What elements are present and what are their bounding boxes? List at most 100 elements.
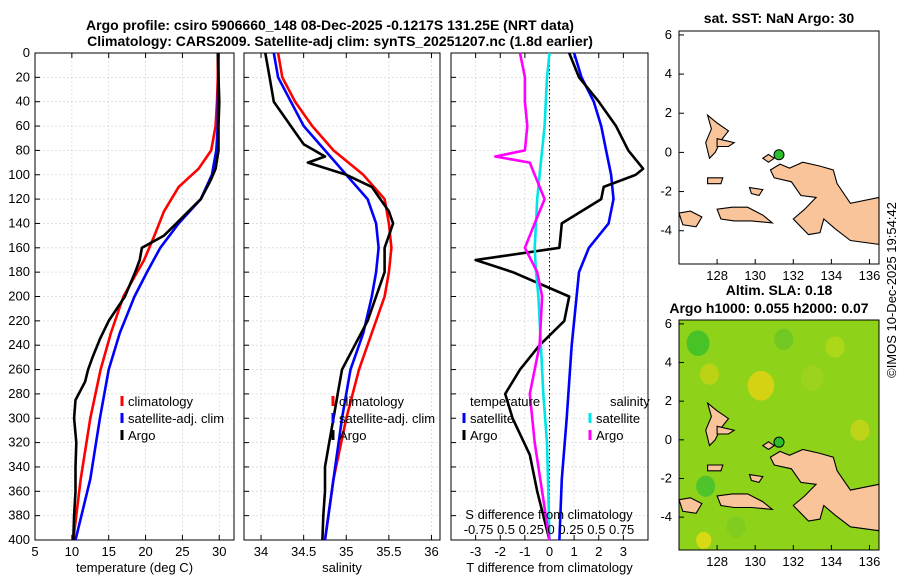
x-axis-label-secondary: S difference from climatology xyxy=(465,507,633,522)
series-line-climatology xyxy=(72,53,220,541)
x-axis-label: T difference from climatology xyxy=(466,560,633,575)
y-tick-label: 2 xyxy=(665,105,672,120)
y-tick-label: 180 xyxy=(8,264,30,279)
x-tick-label: 25 xyxy=(175,544,189,559)
y-tick-label: 0 xyxy=(665,144,672,159)
series-line-argo xyxy=(264,52,395,541)
series-line-s-argo xyxy=(493,52,551,541)
y-tick-label: 4 xyxy=(665,355,672,370)
y-tick-label: 20 xyxy=(16,69,30,84)
title-line-2: Climatology: CARS2009. Satellite-adj cli… xyxy=(87,33,593,49)
legend-label: Argo xyxy=(470,428,497,443)
land-polygon xyxy=(761,153,776,163)
x-tick-label: 136 xyxy=(859,268,881,283)
y-tick-label: 0 xyxy=(665,432,672,447)
sla-map-panel: Altim. SLA: 0.18 Argo h1000: 0.055 h2000:… xyxy=(660,282,880,569)
y-tick-label: 400 xyxy=(8,532,30,547)
legend-title-salinity: salinity xyxy=(610,394,650,409)
sla-patch xyxy=(696,475,716,497)
x-tick-label: 132 xyxy=(782,268,804,283)
y-tick-label: 80 xyxy=(16,142,30,157)
y-tick-label: 6 xyxy=(665,316,672,331)
land-polygon xyxy=(761,441,776,451)
x-tick-label: 132 xyxy=(782,554,804,569)
land-polygon xyxy=(716,493,775,511)
y-tick-label: 100 xyxy=(8,167,30,182)
x-tick-label: 36 xyxy=(424,544,438,559)
legend-label: Argo xyxy=(128,428,155,443)
y-tick-label: 140 xyxy=(8,215,30,230)
axes-frame xyxy=(678,319,880,551)
argo-position-marker xyxy=(773,149,785,161)
title-line-1: Argo profile: csiro 5906660_148 08-Dec-2… xyxy=(86,17,574,33)
series-line-t-argo xyxy=(474,52,645,541)
x-tick-label: 15 xyxy=(101,544,115,559)
x-tick-label: 128 xyxy=(706,554,728,569)
x-tick-label: -2 xyxy=(494,544,506,559)
x-tick-label: 3 xyxy=(620,544,627,559)
imos-watermark: ©IMOS 10-Dec-2025 19:54:42 xyxy=(884,202,899,378)
x-tick-label: 130 xyxy=(744,554,766,569)
y-tick-label: 240 xyxy=(8,337,30,352)
land-polygon xyxy=(769,161,880,246)
y-tick-label: 2 xyxy=(665,393,672,408)
y-tick-label: 300 xyxy=(8,410,30,425)
x-tick-label: 34 xyxy=(254,544,268,559)
y-tick-label: 40 xyxy=(16,94,30,109)
x-tick-label: 134 xyxy=(821,554,843,569)
y-tick-label: 200 xyxy=(8,289,30,304)
legend-title-temperature: temperature xyxy=(470,394,540,409)
x-tick-label: 2 xyxy=(595,544,602,559)
sst-map-title: sat. SST: NaN Argo: 30 xyxy=(704,10,855,26)
land-polygon xyxy=(678,497,703,514)
land-polygon xyxy=(748,186,764,197)
x-tick-label: 35 xyxy=(339,544,353,559)
y-tick-label: 220 xyxy=(8,313,30,328)
sla-patch xyxy=(699,363,719,385)
y-tick-label: 0 xyxy=(23,45,30,60)
sla-patch xyxy=(747,370,775,401)
sla-map-title-2: Argo h1000: 0.055 h2000: 0.07 xyxy=(669,300,868,316)
y-tick-label: -4 xyxy=(660,509,672,524)
series-line-argo xyxy=(72,52,221,541)
sla-patch xyxy=(686,330,710,356)
land-polygon xyxy=(707,464,724,472)
salinity-panel: 34 34.5 35 35.5 36 salinity climatology satelli… xyxy=(243,52,441,575)
sla-patch xyxy=(800,365,824,391)
sla-patch xyxy=(696,531,712,549)
series-line-satellite-adj-clim xyxy=(272,52,380,541)
land-polygon xyxy=(716,138,736,148)
y-tick-label: 120 xyxy=(8,191,30,206)
land-polygon xyxy=(716,425,736,435)
sst-map-panel: sat. SST: NaN Argo: 30 128 130 132 134 136 6 4 2… xyxy=(660,10,880,283)
y-tick-label: 280 xyxy=(8,386,30,401)
land-polygon xyxy=(769,448,880,532)
x-axis-label: temperature (deg C) xyxy=(76,560,193,575)
axes-frame xyxy=(678,30,880,265)
sla-patch xyxy=(726,516,746,538)
x-tick-label: -1 xyxy=(519,544,531,559)
legend-label: Argo xyxy=(596,428,623,443)
x-tick-label: 130 xyxy=(744,268,766,283)
sla-map-title-1: Altim. SLA: 0.18 xyxy=(726,282,833,298)
x-tick-label: 34.5 xyxy=(291,544,316,559)
land-polygon xyxy=(707,177,724,185)
y-tick-label: -2 xyxy=(660,470,672,485)
x-tick-label: -3 xyxy=(470,544,482,559)
y-tick-label: 340 xyxy=(8,459,30,474)
y-tick-label: 6 xyxy=(665,27,672,42)
y-tick-label: 360 xyxy=(8,483,30,498)
x-axis-label: salinity xyxy=(322,560,362,575)
land-polygon xyxy=(705,401,730,447)
land-polygon xyxy=(678,210,703,228)
sla-patch xyxy=(825,336,845,358)
sla-patch xyxy=(850,419,870,441)
legend-label: climatology xyxy=(128,394,194,409)
land-polygon xyxy=(716,206,775,224)
legend-label: satellite-adj. clim xyxy=(339,411,435,426)
land-polygon xyxy=(705,113,730,160)
y-tick-label: -2 xyxy=(660,184,672,199)
legend-label: climatology xyxy=(339,394,405,409)
temperature-panel: 5 10 15 20 25 3002040608010012014016018020022… xyxy=(8,45,235,575)
